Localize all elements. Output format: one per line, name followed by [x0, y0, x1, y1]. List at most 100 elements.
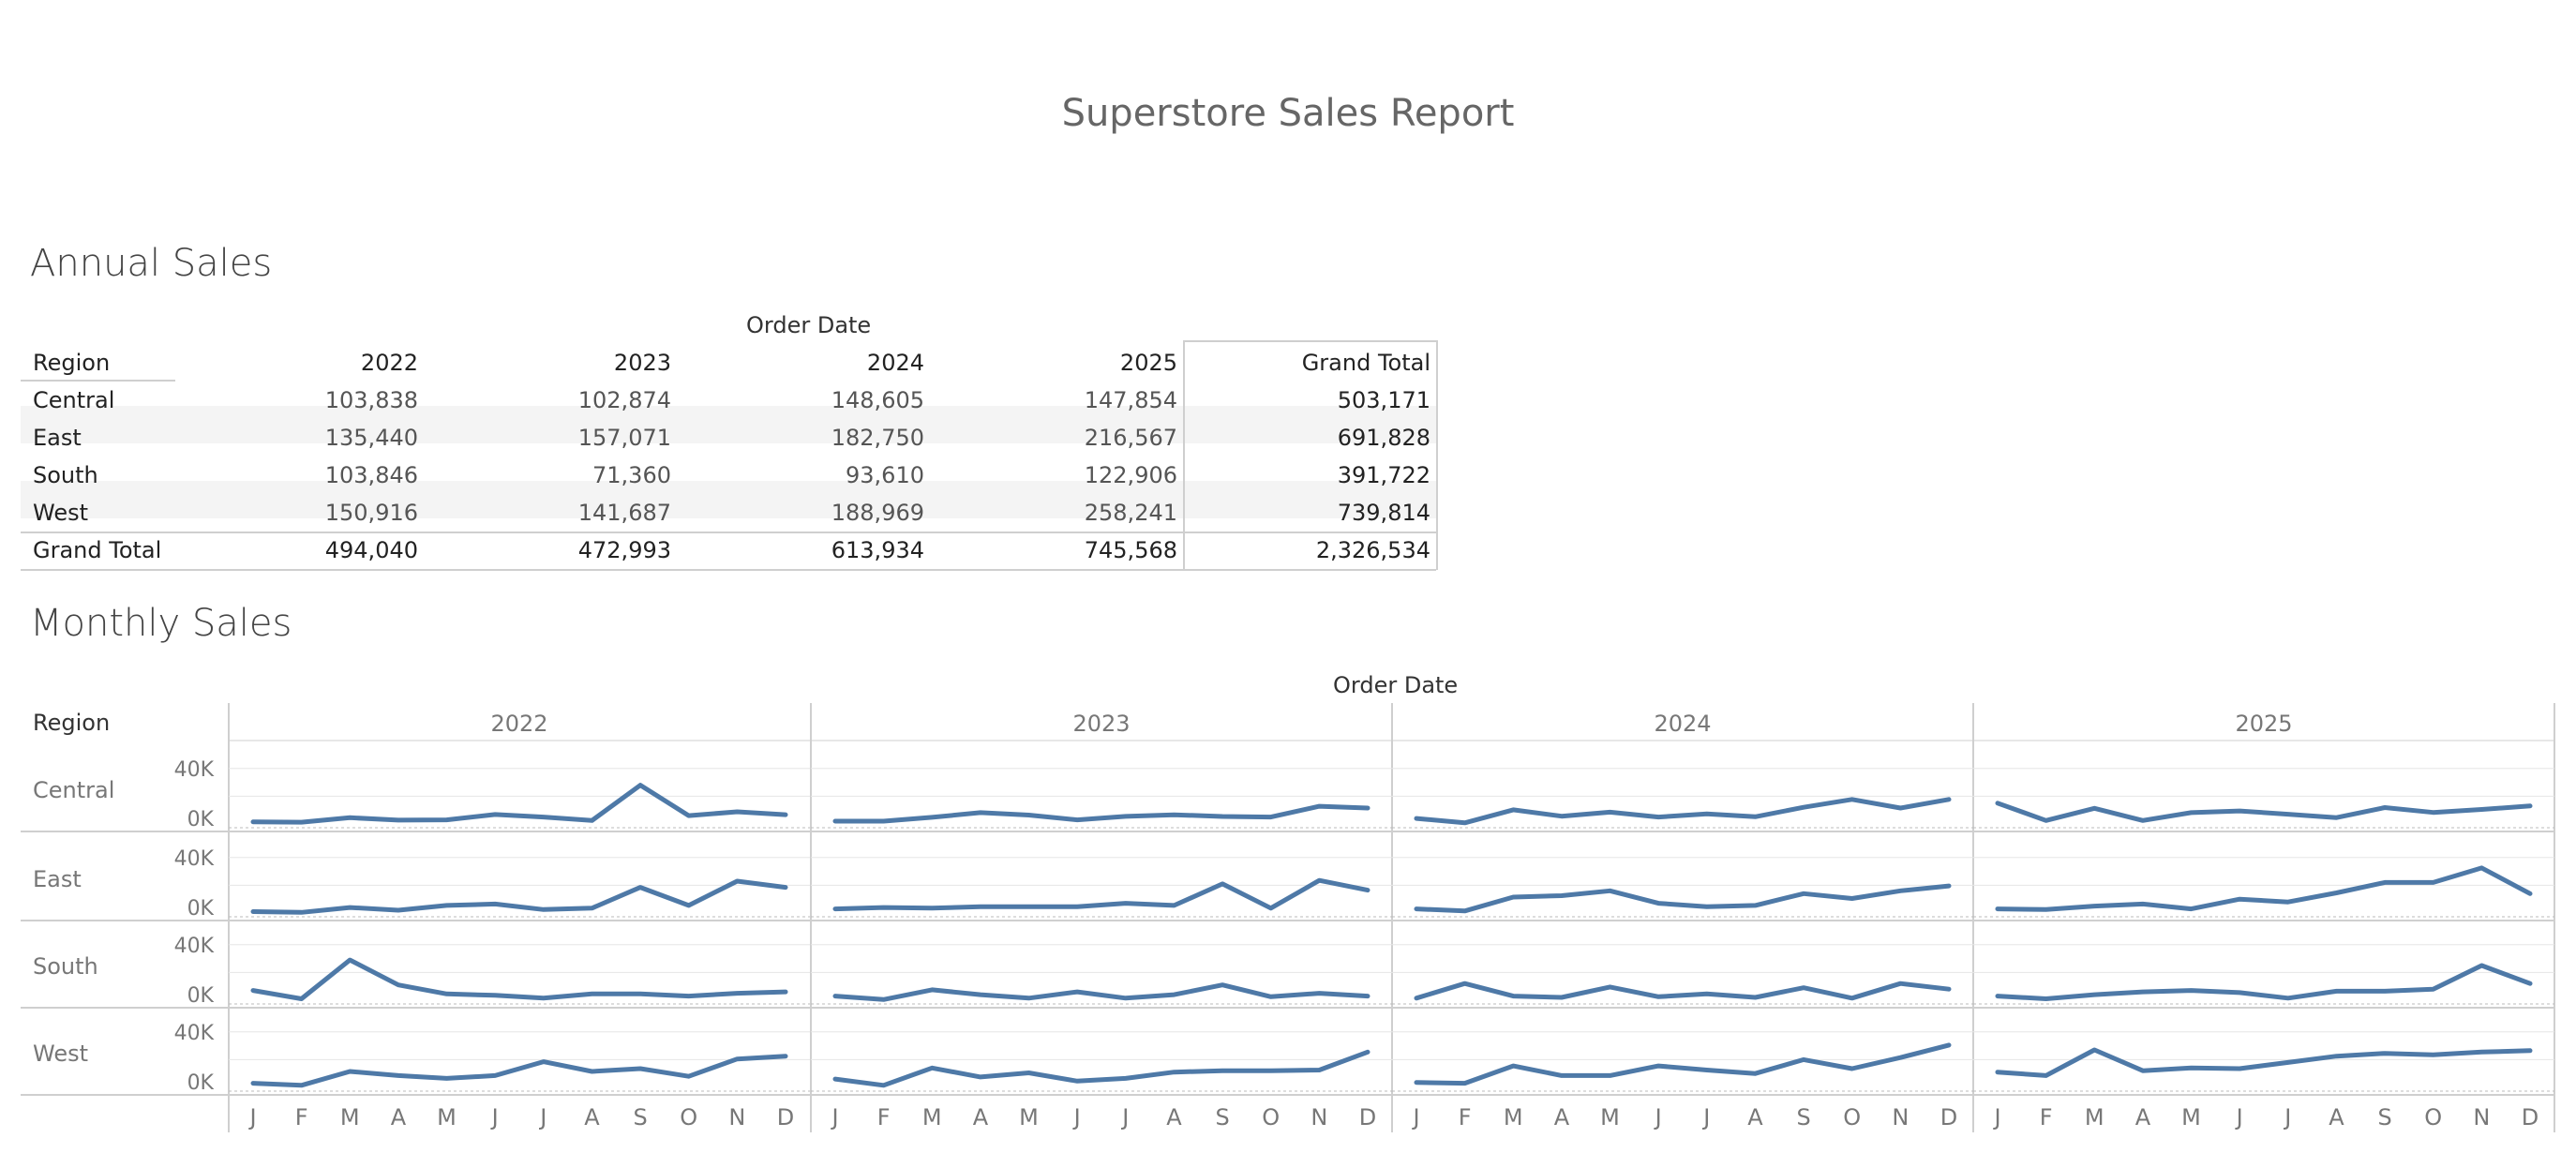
- month-tick-label: O: [1843, 1104, 1861, 1131]
- grand-total-divider: [21, 532, 1436, 533]
- month-tick-label: J: [830, 1104, 838, 1131]
- month-tick-label: J: [538, 1104, 547, 1131]
- month-tick-label: S: [2377, 1104, 2391, 1131]
- table-column-header: 2022: [360, 350, 418, 376]
- y-tick-label: 0K: [187, 897, 215, 921]
- month-tick-label: J: [1654, 1104, 1662, 1131]
- month-tick-label: A: [584, 1104, 600, 1131]
- table-cell: 122,906: [1084, 462, 1177, 488]
- month-tick-label: N: [728, 1104, 745, 1131]
- table-cell: 182,750: [831, 425, 924, 451]
- table-row-label: Central: [33, 387, 115, 413]
- month-tick-label: S: [1796, 1104, 1810, 1131]
- table-cell: 103,846: [324, 462, 418, 488]
- month-tick-label: S: [1215, 1104, 1229, 1131]
- y-tick-label: 40K: [174, 847, 215, 871]
- month-tick-label: N: [2473, 1104, 2490, 1131]
- y-tick-label: 0K: [187, 984, 215, 1008]
- month-tick-label: D: [2522, 1104, 2539, 1131]
- month-tick-label: A: [1554, 1104, 1570, 1131]
- table-cell: 148,605: [831, 387, 924, 413]
- table-cell: 150,916: [324, 500, 418, 526]
- series-line-east-2023: [832, 877, 1370, 912]
- series-line-central-2025: [1995, 801, 2533, 823]
- year-header: 2022: [490, 711, 547, 737]
- series-line-east-2025: [1995, 865, 2533, 912]
- month-tick-label: J: [2283, 1104, 2291, 1131]
- series-line-east-2022: [250, 878, 788, 915]
- month-tick-label: J: [1701, 1104, 1710, 1131]
- page-title: Superstore Sales Report: [1061, 92, 1515, 135]
- table-row-label: East: [33, 425, 82, 451]
- region-label: Central: [33, 777, 114, 803]
- series-line-east-2024: [1414, 883, 1952, 914]
- table-top-rule: [1183, 340, 1438, 342]
- month-tick-label: M: [1019, 1104, 1039, 1131]
- grand-total-cell: 494,040: [324, 537, 418, 563]
- month-tick-label: J: [490, 1104, 499, 1131]
- table-column-header: 2025: [1119, 350, 1177, 376]
- monthly-sales-chart: 2022 2023 2024 2025 Central 40K 0K East 40K 0K Sou…: [21, 703, 2555, 1132]
- month-tick-label: F: [2040, 1104, 2053, 1131]
- month-tick-label: A: [1166, 1104, 1182, 1131]
- month-tick-label: D: [1359, 1104, 1376, 1131]
- month-tick-label: J: [2235, 1104, 2243, 1131]
- table-cell: 691,828: [1337, 425, 1430, 451]
- series-line-west-2025: [1995, 1047, 2533, 1078]
- month-tick-label: N: [1310, 1104, 1327, 1131]
- month-tick-label: M: [1504, 1104, 1523, 1131]
- y-tick-label: 0K: [187, 1071, 215, 1095]
- grand-total-cell: 613,934: [831, 537, 924, 563]
- year-header: 2023: [1072, 711, 1130, 737]
- series-line-west-2022: [250, 1054, 788, 1088]
- grand-total-cell: 472,993: [577, 537, 671, 563]
- annual-order-date-header: Order Date: [746, 312, 872, 338]
- series-line-west-2023: [832, 1049, 1370, 1088]
- y-tick-label: 40K: [174, 758, 215, 782]
- month-tick-label: A: [973, 1104, 989, 1131]
- y-tick-label: 40K: [174, 935, 215, 958]
- month-tick-label: J: [1120, 1104, 1129, 1131]
- series-line-south-2025: [1995, 963, 2533, 1001]
- series-line-central-2022: [250, 783, 788, 825]
- table-cell: 103,838: [324, 387, 418, 413]
- table-cell: 147,854: [1084, 387, 1177, 413]
- month-tick-label: O: [1262, 1104, 1280, 1131]
- month-tick-label: A: [2135, 1104, 2151, 1131]
- table-cell: 503,171: [1337, 387, 1430, 413]
- table-bottom-rule: [21, 569, 1436, 571]
- grand-total-cell: 2,326,534: [1315, 537, 1430, 563]
- month-tick-label: O: [680, 1104, 697, 1131]
- month-tick-label: M: [2181, 1104, 2201, 1131]
- grand-total-label: Grand Total: [33, 537, 162, 563]
- monthly-region-header: Region: [33, 710, 111, 736]
- y-tick-label: 40K: [174, 1022, 215, 1045]
- month-tick-label: N: [1892, 1104, 1909, 1131]
- month-tick-label: M: [340, 1104, 360, 1131]
- month-tick-label: J: [247, 1104, 256, 1131]
- month-tick-label: A: [391, 1104, 407, 1131]
- table-cell: 102,874: [577, 387, 671, 413]
- month-tick-label: D: [777, 1104, 794, 1131]
- table-cell: 141,687: [577, 500, 671, 526]
- table-cell: 258,241: [1084, 500, 1177, 526]
- region-label: East: [33, 866, 82, 892]
- table-cell: 93,610: [846, 462, 924, 488]
- table-cell: 216,567: [1084, 425, 1177, 451]
- year-header: 2025: [2235, 711, 2292, 737]
- table-row-label: West: [33, 500, 89, 526]
- month-tick-label: M: [2085, 1104, 2104, 1131]
- month-tick-label: F: [1459, 1104, 1472, 1131]
- table-row-band: [21, 481, 1436, 518]
- grand-total-cell: 745,568: [1084, 537, 1177, 563]
- header-divider: [21, 380, 175, 382]
- series-line-south-2023: [832, 982, 1370, 1002]
- month-tick-label: S: [633, 1104, 647, 1131]
- year-header: 2024: [1654, 711, 1711, 737]
- grand-total-column-divider: [1183, 340, 1185, 570]
- table-column-header: 2024: [866, 350, 924, 376]
- table-cell: 391,722: [1337, 462, 1430, 488]
- month-tick-label: F: [295, 1104, 308, 1131]
- table-cell: 739,814: [1337, 500, 1430, 526]
- monthly-section-title: Monthly Sales: [30, 602, 292, 645]
